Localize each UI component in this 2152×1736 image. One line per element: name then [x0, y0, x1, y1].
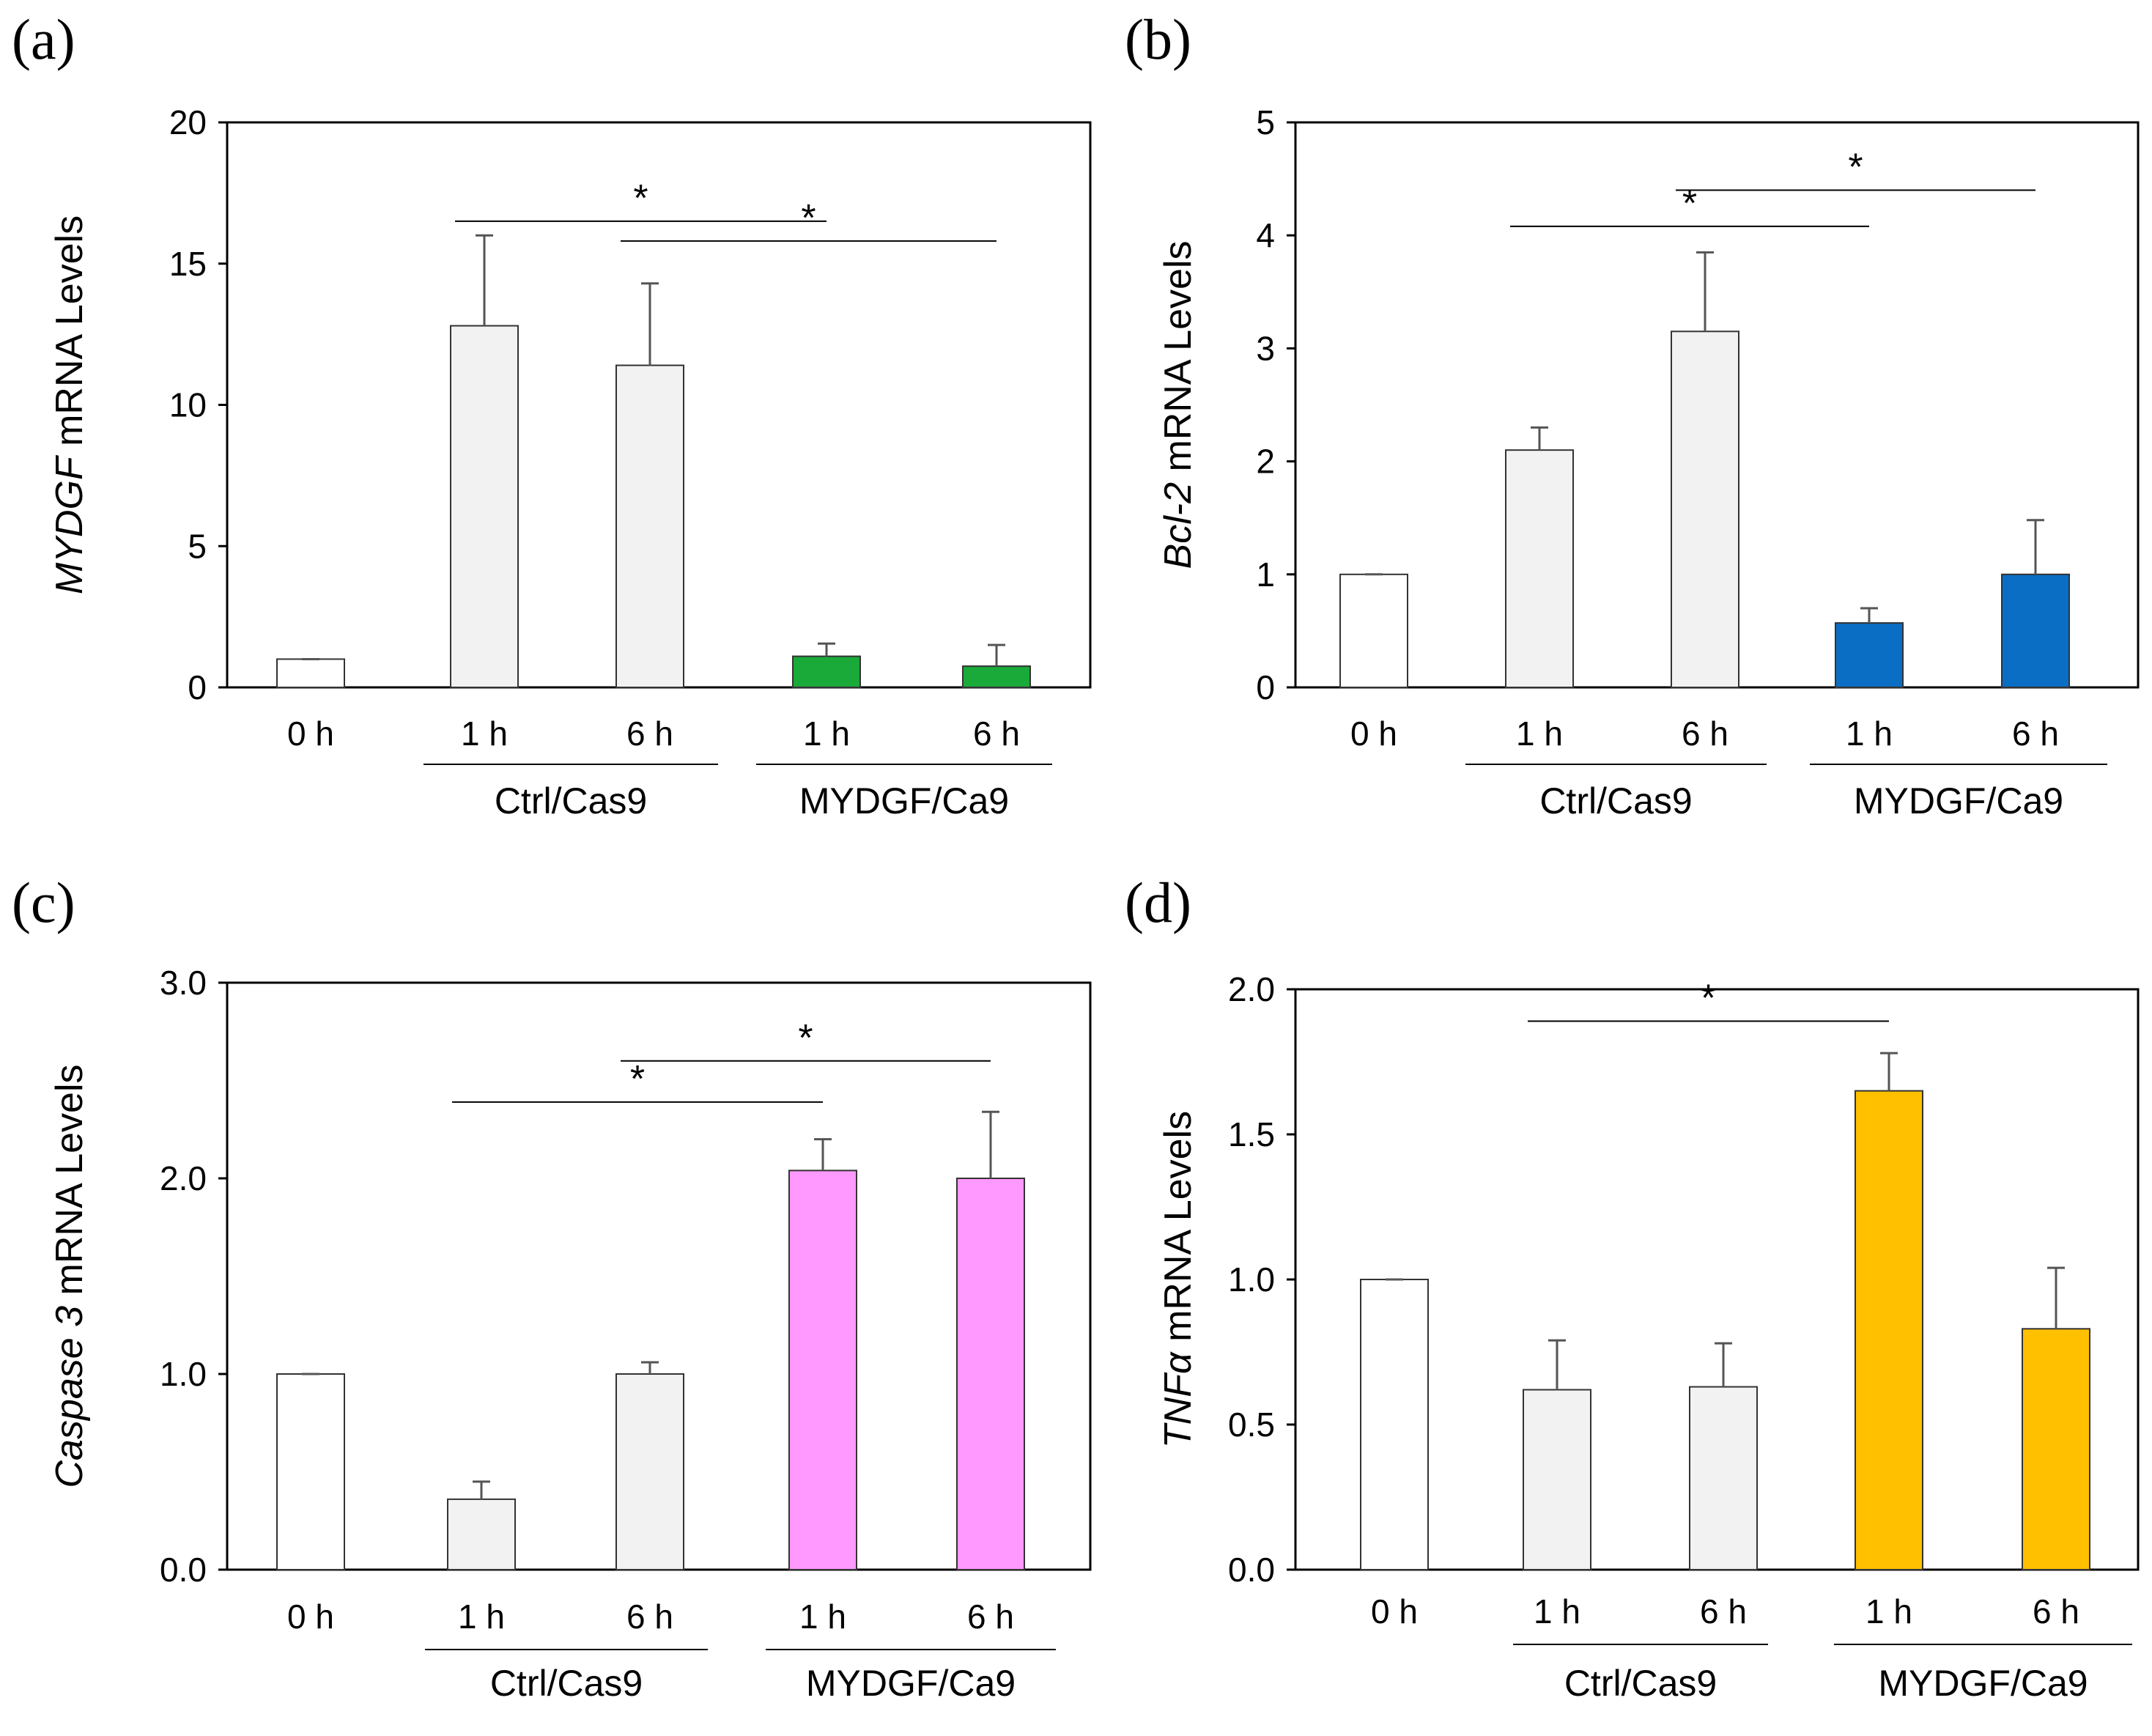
- y-tick-label: 4: [1256, 216, 1275, 254]
- bar: [1671, 330, 1739, 688]
- x-tick-label: 0 h: [287, 714, 334, 753]
- chart-panel-d: (d) 0.0 0.5 1.0 1.5 2.0 TNFα mRNA Levels 0 h 1 h…: [1125, 871, 2140, 1704]
- x-tick-label: 1 h: [1866, 1592, 1912, 1630]
- group-label: MYDGF/Ca9: [1878, 1663, 2088, 1704]
- y-axis-label-rest: mRNA Levels: [48, 215, 91, 457]
- x-tick-label: 6 h: [2033, 1592, 2079, 1630]
- chart-panel-c: (c) 0.0 1.0 2.0 3.0 Caspase 3 mRNA Levels 0 h 1…: [12, 871, 1092, 1704]
- group-label: Ctrl/Cas9: [1539, 780, 1692, 821]
- significance-star: *: [1682, 182, 1697, 225]
- y-tick-label: 1.0: [160, 1355, 207, 1393]
- y-tick-label: 3: [1256, 329, 1275, 367]
- x-tick-label: 6 h: [967, 1598, 1014, 1636]
- y-tick-label: 0.0: [160, 1551, 207, 1589]
- y-axis-label: Bcl-2 mRNA Levels: [1157, 241, 1199, 569]
- panel-letter: (b): [1125, 7, 1191, 71]
- bar: [1835, 622, 1904, 689]
- y-axis-label: MYDGF mRNA Levels: [48, 215, 91, 594]
- group-label: Ctrl/Cas9: [1564, 1663, 1717, 1704]
- x-tick-label: 6 h: [626, 714, 673, 753]
- significance-star: *: [633, 177, 648, 220]
- panel-letter: (c): [12, 871, 75, 934]
- bar: [2001, 573, 2070, 688]
- x-tick-label: 6 h: [626, 1598, 673, 1636]
- y-tick-label: 5: [1256, 103, 1275, 141]
- significance-star: *: [1701, 978, 1715, 1020]
- x-tick-label: 6 h: [1700, 1592, 1747, 1630]
- y-tick-label: 0.0: [1228, 1551, 1275, 1589]
- y-axis-label: Caspase 3 mRNA Levels: [48, 1064, 91, 1488]
- group-label: MYDGF/Ca9: [799, 780, 1009, 821]
- bar: [2022, 1328, 2090, 1570]
- y-tick-label: 0: [1256, 668, 1275, 706]
- x-tick-label: 0 h: [1371, 1592, 1418, 1630]
- significance-star: *: [1848, 147, 1863, 189]
- y-tick-label: 2: [1256, 443, 1275, 481]
- y-axis-label-gene: MYDGF: [48, 454, 91, 594]
- bar: [1689, 1386, 1758, 1571]
- x-tick-label: 0 h: [1350, 714, 1397, 753]
- bar: [1523, 1389, 1591, 1570]
- x-tick-label: 6 h: [1682, 714, 1728, 753]
- panel-letter: (d): [1125, 871, 1191, 934]
- y-axis-label-rest: mRNA Levels: [48, 1064, 91, 1305]
- bar: [1360, 1279, 1429, 1570]
- x-tick-label: 0 h: [287, 1598, 334, 1636]
- group-label: MYDGF/Ca9: [806, 1663, 1016, 1704]
- y-tick-label: 15: [169, 245, 207, 283]
- bar: [615, 1373, 684, 1570]
- group-label: Ctrl/Cas9: [495, 780, 647, 821]
- y-tick-label: 5: [188, 527, 207, 565]
- bar: [788, 1170, 857, 1570]
- y-axis-label-rest: mRNA Levels: [1157, 1111, 1199, 1352]
- significance-star: *: [630, 1058, 645, 1101]
- bar: [276, 658, 345, 689]
- bar: [792, 655, 861, 688]
- y-axis-label-gene: TNFα: [1157, 1351, 1199, 1448]
- y-tick-label: 3.0: [160, 964, 207, 1002]
- bar: [276, 1373, 345, 1570]
- y-tick-label: 10: [169, 386, 207, 424]
- x-tick-label: 1 h: [1516, 714, 1563, 753]
- x-tick-label: 1 h: [458, 1598, 505, 1636]
- chart-panel-b: (b) 0 1 2 3 4 5 Bcl-2 mRNA Levels 0 h 1 h 6 h 1 h 6 …: [1125, 7, 2140, 821]
- x-tick-label: 6 h: [2012, 714, 2059, 753]
- bar: [1855, 1090, 1923, 1570]
- y-tick-label: 0.5: [1228, 1406, 1275, 1444]
- x-tick-label: 1 h: [1846, 714, 1893, 753]
- group-label: Ctrl/Cas9: [490, 1663, 643, 1704]
- significance-star: *: [798, 1017, 813, 1060]
- y-axis-label-rest: mRNA Levels: [1157, 241, 1199, 482]
- y-tick-label: 0: [188, 668, 207, 706]
- y-axis-label-gene: Bcl-2: [1157, 482, 1199, 569]
- y-tick-label: 20: [169, 103, 207, 141]
- panel-letter: (a): [12, 7, 75, 71]
- x-tick-label: 1 h: [461, 714, 508, 753]
- group-label: MYDGF/Ca9: [1854, 780, 2063, 821]
- x-tick-label: 1 h: [799, 1598, 846, 1636]
- chart-panel-a: (a) 0 5 10 15 20 MYDGF mRNA Levels 0 h 1 h 6 h 1 h…: [12, 7, 1092, 821]
- y-tick-label: 2.0: [160, 1159, 207, 1197]
- significance-star: *: [801, 197, 816, 240]
- bar: [447, 1498, 516, 1571]
- bar: [962, 665, 1031, 689]
- y-tick-label: 1.5: [1228, 1115, 1275, 1153]
- y-axis-label: TNFα mRNA Levels: [1157, 1111, 1199, 1448]
- x-tick-label: 1 h: [1534, 1592, 1580, 1630]
- bar: [1339, 573, 1408, 688]
- y-tick-label: 2.0: [1228, 970, 1275, 1008]
- bar: [615, 364, 684, 688]
- bar: [1505, 449, 1574, 688]
- x-tick-label: 1 h: [803, 714, 850, 753]
- y-tick-label: 1: [1256, 555, 1275, 594]
- y-tick-label: 1.0: [1228, 1260, 1275, 1299]
- bar: [956, 1178, 1025, 1570]
- y-axis-label-gene: Caspase 3: [48, 1306, 91, 1488]
- bar: [450, 325, 519, 688]
- x-tick-label: 6 h: [973, 714, 1020, 753]
